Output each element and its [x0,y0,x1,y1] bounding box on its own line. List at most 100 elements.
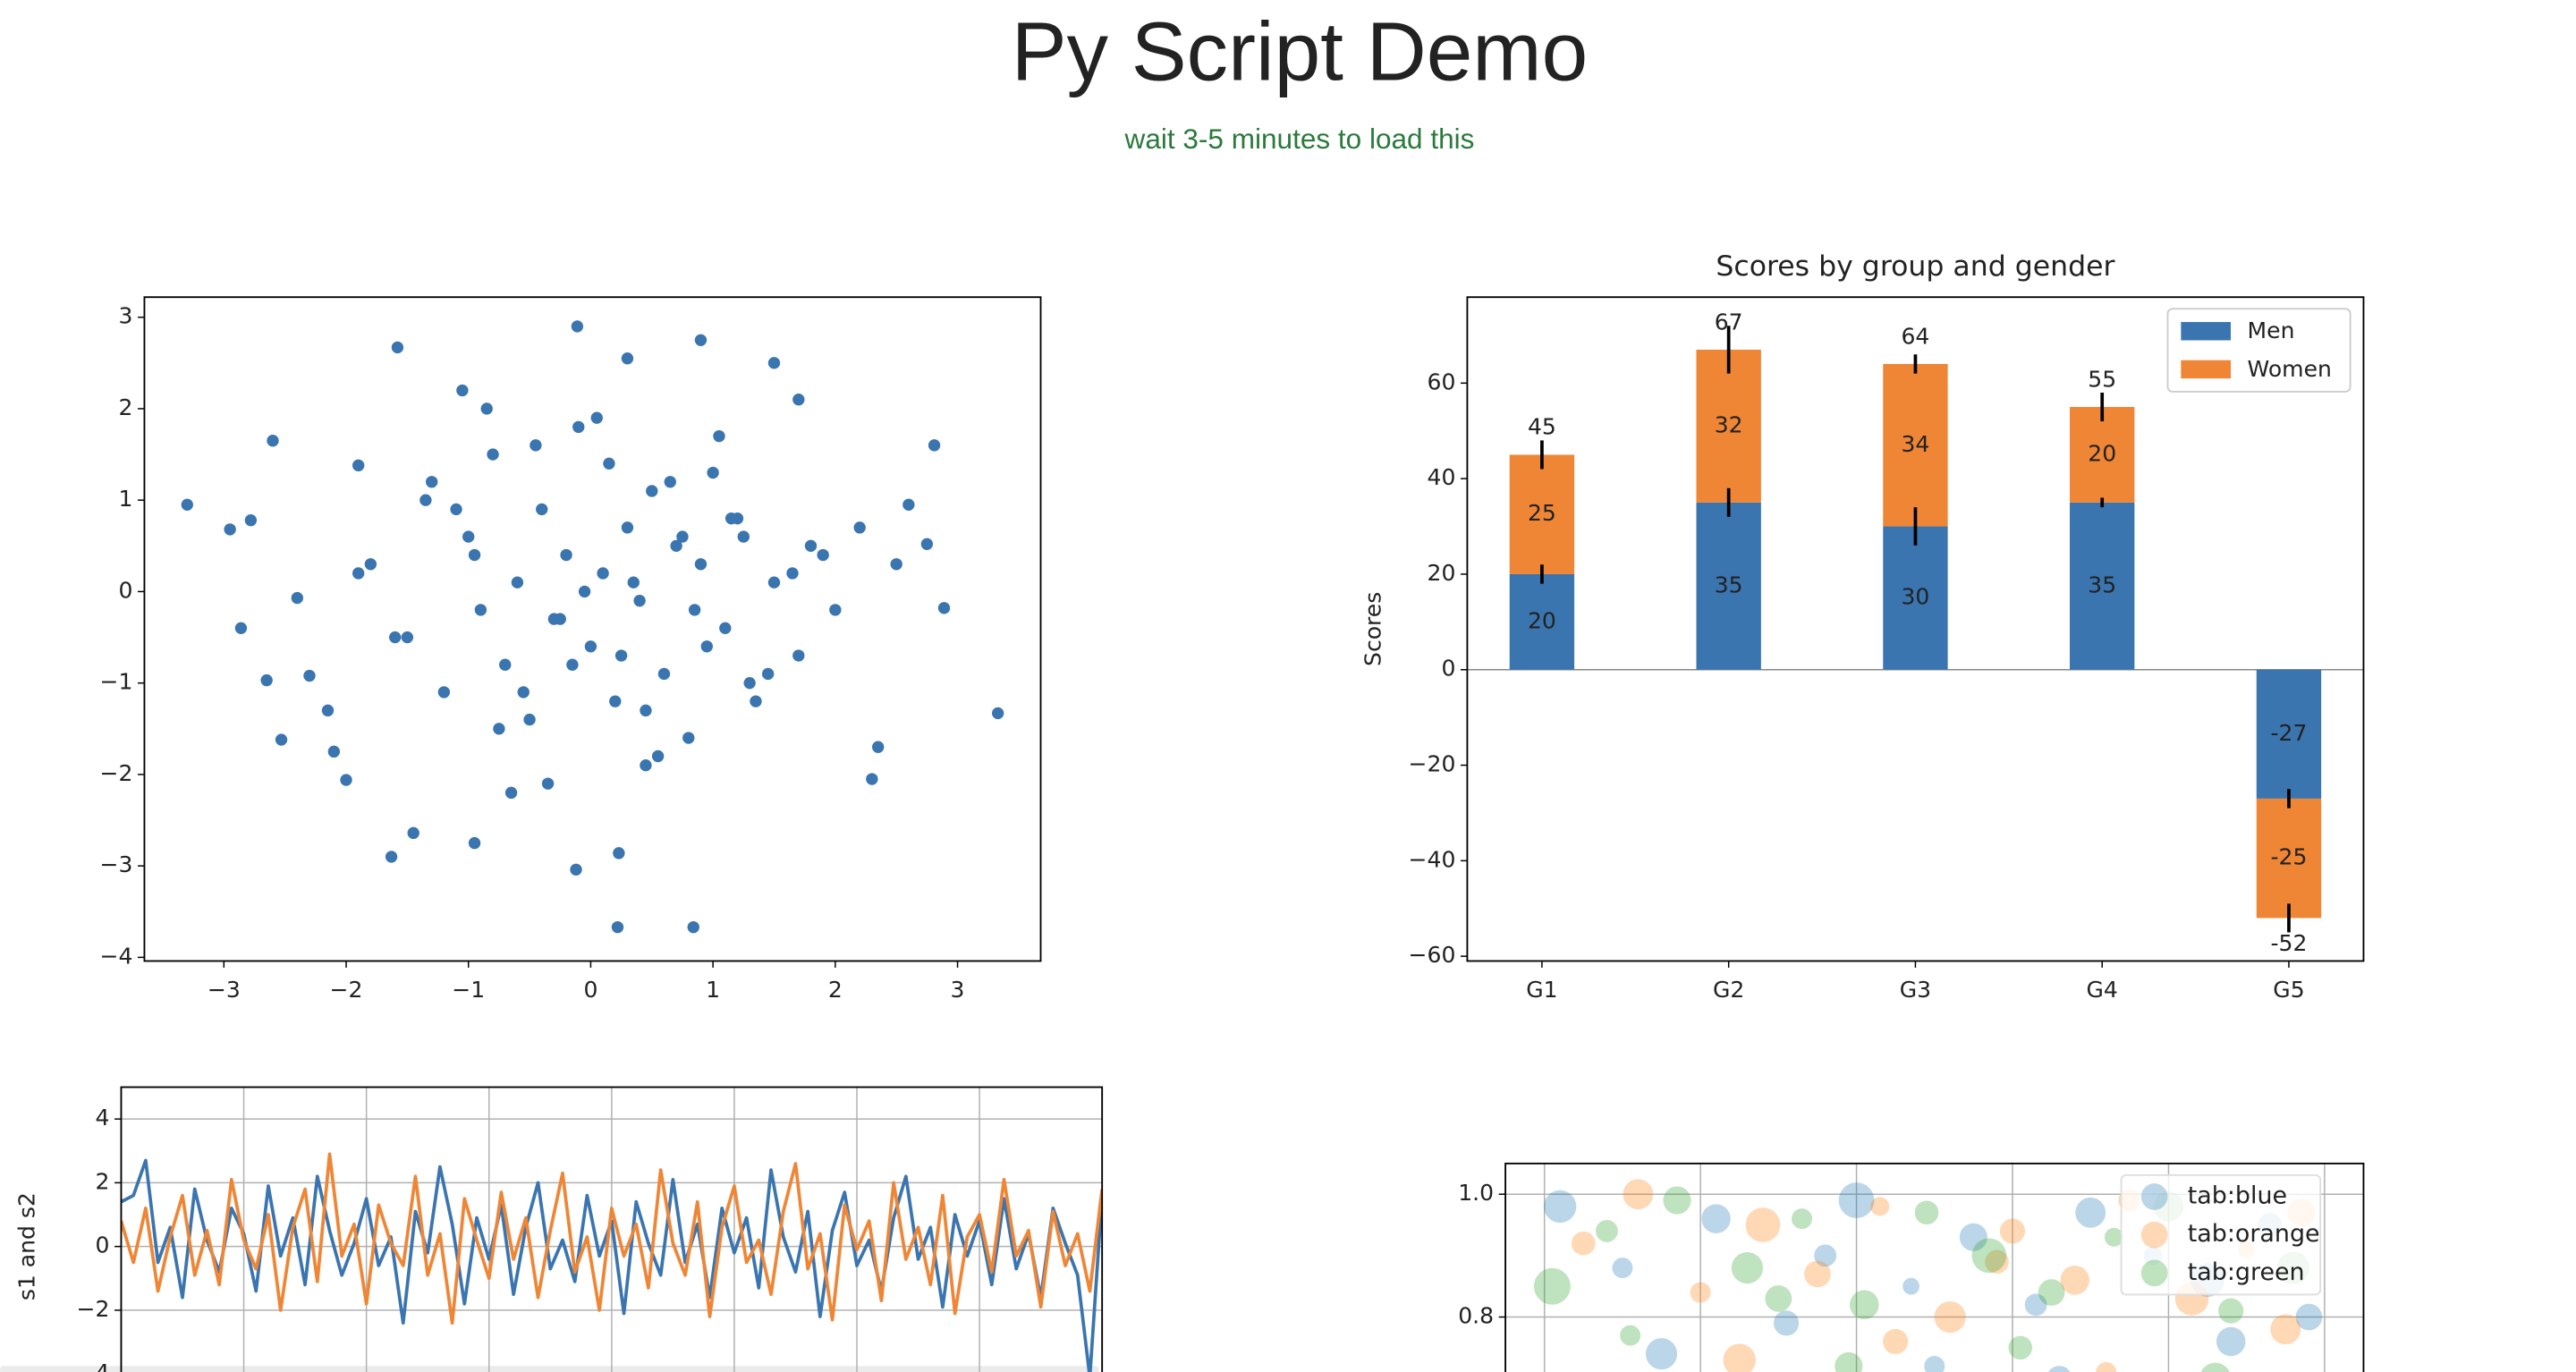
y-tick-label: −60 [1409,942,1456,968]
point [872,741,885,753]
total-label: 67 [1715,309,1743,335]
axes-frame [1466,296,2365,962]
point [340,774,352,786]
y-tick-label: 1.0 [1458,1180,1494,1206]
legend-box [2120,1173,2322,1296]
bubble [2270,1314,2301,1345]
bubble [1838,1182,1875,1218]
bar [2070,502,2135,670]
x-tick-label: G3 [1900,977,1931,1003]
bubble [1596,1219,1618,1242]
bubble [2075,1197,2106,1228]
y-tick-label: −1 [100,669,133,695]
bubble [1765,1285,1792,1312]
bubble [1690,1282,1711,1303]
bubble [2295,1303,2323,1331]
y-tick-label: −40 [1409,846,1456,872]
point [603,457,615,470]
point [407,826,419,840]
point [767,357,781,369]
point [391,341,404,354]
point [275,733,288,746]
y-tick-label: 2 [119,394,133,420]
point [260,673,273,687]
point [646,485,658,497]
y-tick-label: 0 [119,577,133,603]
point [426,476,438,488]
plot-area [121,1152,1103,1372]
point [700,640,713,653]
y-tick-label: 0.8 [1458,1303,1494,1329]
bubble [1663,1186,1691,1215]
point [530,439,542,452]
point [560,548,572,562]
point [902,498,915,511]
chart: −60 −40 −20 0 20 40 60 Scores by group and gend… [1360,250,2365,1003]
point [866,773,878,785]
bubble [1731,1252,1764,1284]
point [682,732,695,744]
point [657,667,671,681]
legend-label: tab:orange [2188,1220,2320,1248]
bubble [1804,1260,1831,1288]
point [181,498,193,511]
bubble [1959,1223,1987,1251]
point [920,538,934,550]
bubble [1543,1190,1577,1224]
point [991,707,1004,720]
x-tick-label: 3 [951,977,965,1003]
y-axis-label: s1 and s2 [14,1192,40,1300]
point [611,920,624,934]
point [633,594,646,607]
plot-area [181,320,1004,934]
bubble [1934,1300,1966,1334]
point [590,411,603,424]
x-tick-label: −1 [452,977,485,1003]
point [572,420,585,434]
point [474,604,487,616]
point [267,435,279,447]
axes-frame [120,1086,1104,1372]
point [244,514,258,527]
point [327,745,341,758]
page-subtitle: wait 3-5 minutes to load this [1124,123,1475,155]
bubble [1971,1238,2007,1274]
y-tick-label: −2 [77,1296,110,1322]
bubble [1914,1200,1939,1225]
bar [2256,798,2322,919]
point [352,567,365,580]
axes-frame [143,296,1042,962]
point [761,667,775,681]
point [456,384,469,397]
y-tick-label: 60 [1428,368,1456,394]
bubble [2024,1293,2047,1317]
point [570,863,582,876]
bubble [2200,1362,2230,1372]
bubble [2096,1361,2117,1372]
point [743,676,756,690]
y-tick-label: 0 [1441,656,1455,682]
point [664,476,676,488]
point [554,613,566,625]
point [364,558,377,571]
bubble [1883,1328,1909,1355]
chart-title: Scores by group and gender [1716,250,2114,283]
point [613,847,625,860]
y-tick-label: −20 [1409,751,1456,777]
bubble [1623,1179,1654,1210]
bubble [1533,1267,1571,1305]
bar [1696,502,1761,670]
point [687,920,699,934]
point [523,713,536,726]
bubble [1612,1258,1633,1279]
legend-label: tab:green [2188,1258,2305,1286]
point [541,777,555,790]
page-title: Py Script Demo [1012,5,1588,98]
point [937,602,951,614]
bubble [1723,1343,1756,1372]
bar [2070,407,2135,503]
x-tick-label: 2 [828,977,843,1003]
bar-value-label: 32 [1715,411,1743,437]
